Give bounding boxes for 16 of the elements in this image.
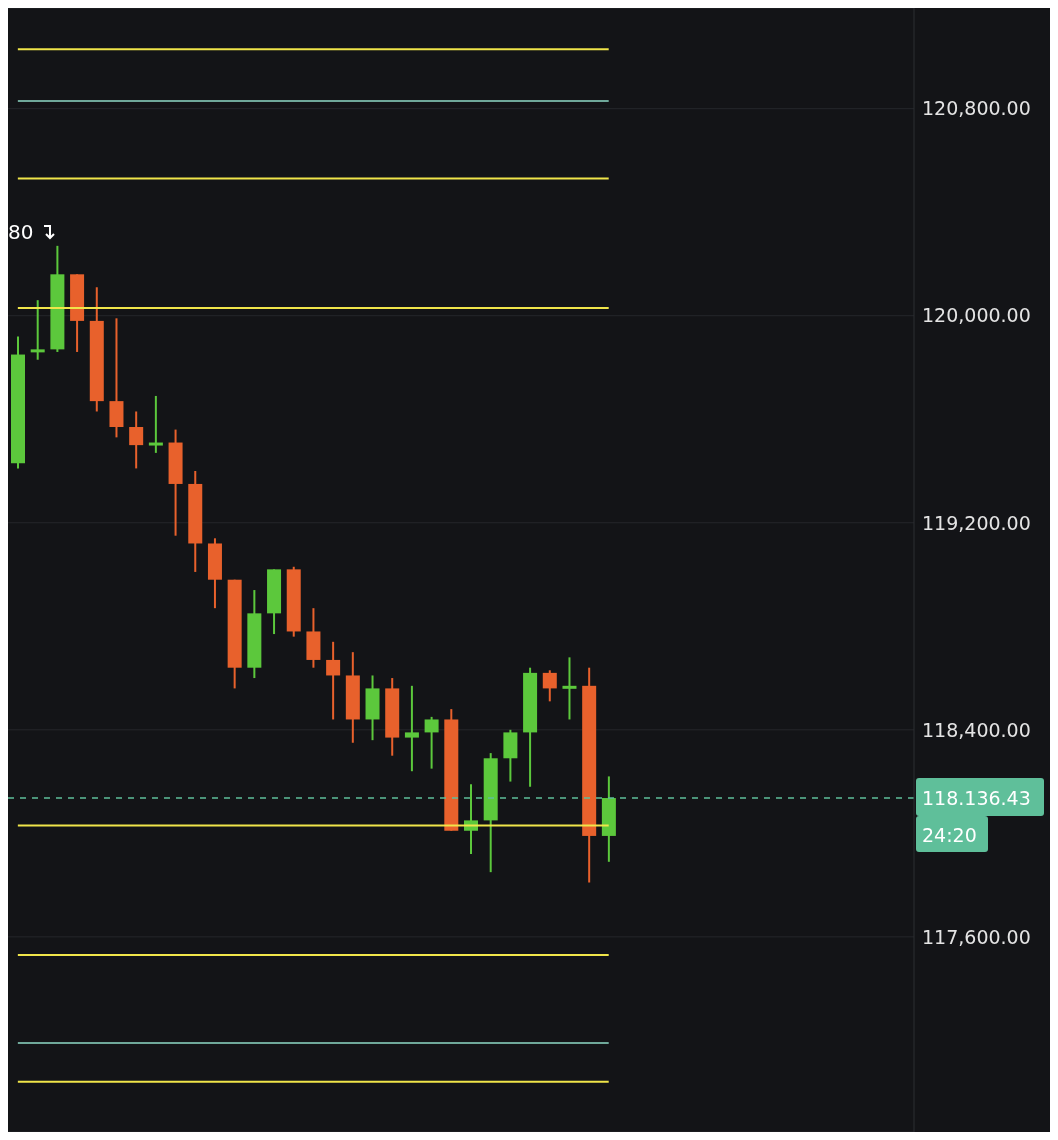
candlestick: [424, 715, 439, 770]
annotation: 80: [8, 220, 34, 244]
y-tick-label: 118,400.00: [922, 718, 1031, 741]
candlestick: [542, 669, 557, 703]
y-tick-label: 119,200.00: [922, 511, 1031, 534]
candlestick: [148, 394, 163, 454]
candlestick: [326, 640, 341, 721]
ref-line-label: 118.136.43: [922, 787, 1031, 810]
candlestick: [129, 410, 144, 470]
y-tick-label: 120,000.00: [922, 304, 1031, 327]
candlestick: [30, 299, 45, 361]
text: 24:20: [922, 824, 977, 847]
y-tick-label: 117,600.00: [922, 925, 1031, 948]
candlestick: [404, 684, 419, 773]
y-tick-label: 120,800.00: [922, 97, 1031, 120]
candlestick: [562, 656, 577, 721]
